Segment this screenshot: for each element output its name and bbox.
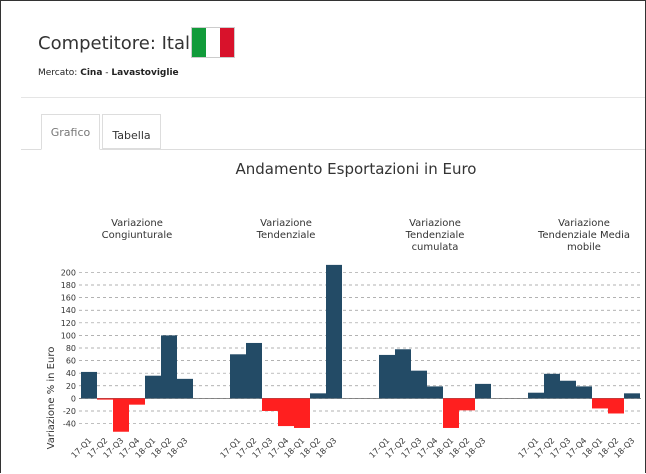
y-tick-label: 140 xyxy=(61,306,76,315)
y-tick-label: 200 xyxy=(61,268,76,277)
panel-title: Variazione xyxy=(260,218,312,229)
page-title: Competitore: Italia xyxy=(38,33,207,54)
separator: - xyxy=(105,68,109,78)
segment: Lavastoviglie xyxy=(111,68,179,78)
y-tick-label: 40 xyxy=(66,369,76,378)
tab-bar xyxy=(21,149,645,150)
bar xyxy=(262,398,278,411)
bar xyxy=(475,383,491,399)
panel-title: mobile xyxy=(567,242,601,253)
bar xyxy=(459,398,475,411)
bar xyxy=(395,349,411,399)
bar xyxy=(97,398,113,400)
chart: Andamento Esportazioni in Euro Variazion… xyxy=(46,160,641,460)
y-tick-label: 120 xyxy=(61,319,76,328)
y-tick-label: 60 xyxy=(66,357,76,366)
bar xyxy=(326,264,342,399)
y-tick-label: 100 xyxy=(61,331,76,340)
panel-title: Variazione xyxy=(111,218,163,229)
flag xyxy=(191,27,235,58)
bar xyxy=(161,335,177,399)
y-tick-label: 20 xyxy=(66,382,76,391)
bar xyxy=(230,354,246,399)
panel-title: Variazione xyxy=(409,218,461,229)
bar xyxy=(294,398,310,428)
bar xyxy=(246,342,262,399)
bar xyxy=(177,378,193,399)
bar xyxy=(528,392,544,399)
y-tick-label: -40 xyxy=(63,420,76,429)
panel-title: Tendenziale xyxy=(405,230,465,241)
divider xyxy=(21,97,645,98)
bar xyxy=(576,386,592,399)
bar xyxy=(624,393,640,399)
bar xyxy=(310,393,326,399)
tab[interactable]: Grafico xyxy=(41,114,100,150)
panel-title: Variazione xyxy=(558,218,610,229)
tab[interactable]: Tabella xyxy=(102,114,161,149)
bar xyxy=(427,386,443,399)
bar xyxy=(411,370,427,399)
bar xyxy=(544,373,560,399)
panel-title: Tendenziale Media xyxy=(537,230,630,241)
panel-title: Congiunturale xyxy=(102,230,173,241)
panel-title: cumulata xyxy=(412,242,459,253)
y-tick-label: 80 xyxy=(66,344,76,353)
bar xyxy=(81,371,97,399)
y-tick-label: 180 xyxy=(61,281,76,290)
y-tick-label: -20 xyxy=(63,407,76,416)
y-tick-label: 160 xyxy=(61,294,76,303)
chart-title: Andamento Esportazioni in Euro xyxy=(236,160,477,178)
market-line: Mercato: Cina - Lavastoviglie xyxy=(38,68,179,78)
bar xyxy=(129,398,145,405)
y-tick-label: 0 xyxy=(71,394,76,403)
bar xyxy=(145,375,161,399)
bar xyxy=(592,398,608,409)
market: Cina xyxy=(80,68,103,78)
panel-title: Tendenziale xyxy=(256,230,316,241)
bar xyxy=(379,354,395,399)
bar xyxy=(443,398,459,428)
market-label: Mercato: xyxy=(38,68,78,78)
y-axis-label: Variazione % in Euro xyxy=(46,347,57,450)
bar xyxy=(278,398,294,427)
bar xyxy=(560,380,576,399)
bar xyxy=(113,398,129,432)
bar xyxy=(608,398,624,414)
